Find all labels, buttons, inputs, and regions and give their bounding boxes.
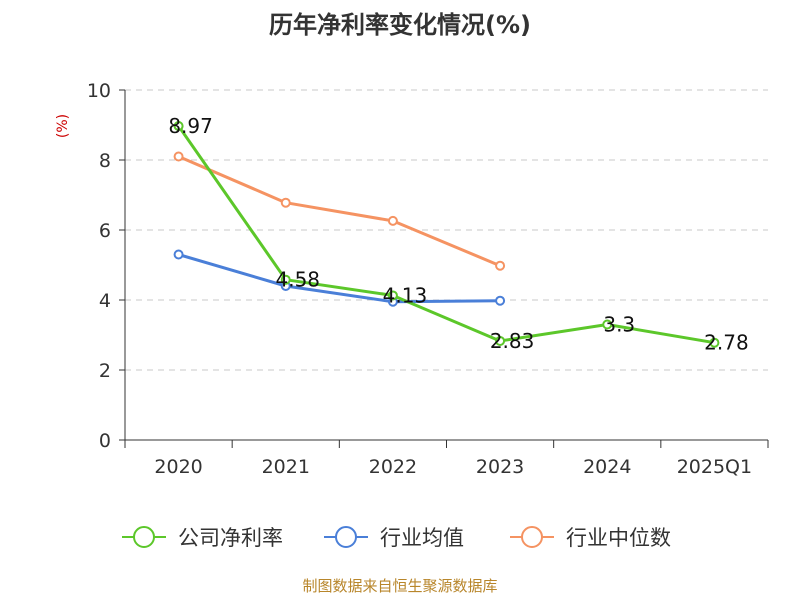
legend-marker xyxy=(133,526,155,548)
data-label: 4.13 xyxy=(383,283,428,307)
series-line xyxy=(177,125,715,345)
y-tick-label: 6 xyxy=(99,220,111,242)
data-point[interactable] xyxy=(387,215,398,226)
data-point[interactable] xyxy=(173,121,184,132)
legend-marker xyxy=(335,526,357,548)
grid-lines xyxy=(125,89,768,371)
legend-item[interactable]: 公司净利率 xyxy=(122,526,283,550)
axes: 0 2 4 6 8 10 2020 2021 2022 2023 2024 2025Q1 xyxy=(87,80,769,478)
y-tick-label: 4 xyxy=(99,290,111,312)
legend-item[interactable]: 行业均值 xyxy=(324,526,464,550)
data-label: 4.58 xyxy=(275,268,320,292)
data-point[interactable] xyxy=(173,249,184,260)
x-tick-label: 2021 xyxy=(262,456,310,478)
legend-label: 行业均值 xyxy=(380,526,464,550)
y-axis-label: (%) xyxy=(55,114,71,138)
chart-title: 历年净利率变化情况(%) xyxy=(269,11,531,39)
y-tick-label: 0 xyxy=(99,430,111,452)
data-point[interactable] xyxy=(495,260,506,271)
data-label: 8.97 xyxy=(168,114,213,138)
legend[interactable]: 公司净利率 行业均值 行业中位数 xyxy=(122,526,671,550)
data-point[interactable] xyxy=(495,335,506,346)
x-tick-label: 2025Q1 xyxy=(677,456,752,478)
x-tick-label: 2020 xyxy=(154,456,202,478)
data-label: 3.3 xyxy=(603,313,635,337)
legend-label: 公司净利率 xyxy=(178,526,283,550)
series-line xyxy=(178,253,501,304)
legend-item[interactable]: 行业中位数 xyxy=(510,526,671,550)
y-tick-label: 10 xyxy=(87,80,111,102)
data-point[interactable] xyxy=(280,274,291,285)
x-tick-label: 2023 xyxy=(476,456,524,478)
legend-label: 行业中位数 xyxy=(566,526,671,550)
data-source-note: 制图数据来自恒生聚源数据库 xyxy=(302,577,497,595)
data-point[interactable] xyxy=(387,290,398,301)
data-label: 2.83 xyxy=(490,329,535,353)
series-group: 8.97 4.58 4.13 2.83 3.3 2.78 xyxy=(168,114,748,355)
y-tick-label: 2 xyxy=(99,360,111,382)
data-label: 2.78 xyxy=(704,331,749,355)
data-point[interactable] xyxy=(709,337,720,348)
data-point[interactable] xyxy=(602,319,613,330)
data-point[interactable] xyxy=(280,197,291,208)
series-line xyxy=(177,155,501,268)
y-tick-label: 8 xyxy=(99,150,111,172)
legend-marker xyxy=(521,526,543,548)
x-tick-label: 2024 xyxy=(583,456,631,478)
x-tick-label: 2022 xyxy=(369,456,417,478)
data-point[interactable] xyxy=(495,295,506,306)
data-point[interactable] xyxy=(173,151,184,162)
